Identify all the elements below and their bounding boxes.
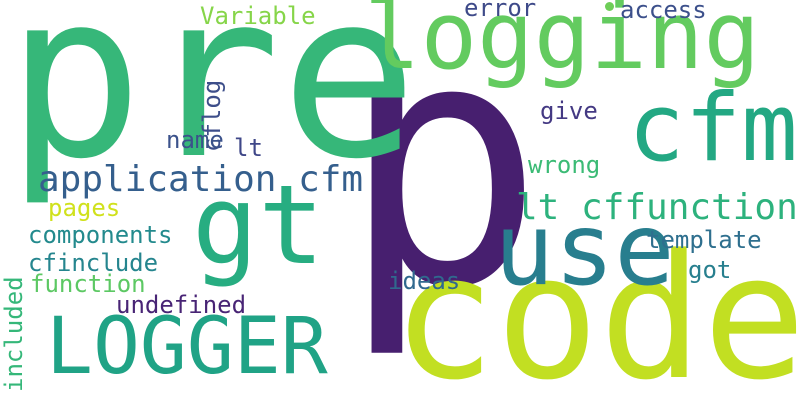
- word-function: function: [30, 270, 146, 298]
- word-logger: LOGGER: [46, 302, 328, 392]
- word-components: components: [28, 221, 173, 249]
- word-included: included: [0, 276, 28, 392]
- word-use: use: [494, 191, 675, 308]
- word-ideas: ideas: [388, 267, 461, 295]
- word-undefined: undefined: [116, 291, 247, 319]
- word-lt: lt: [234, 134, 263, 162]
- word-cfinclude: cfinclude: [28, 249, 159, 277]
- word-pages: pages: [48, 194, 121, 222]
- word-lt-cffunction: lt cffunction: [516, 187, 798, 228]
- word-name: name: [166, 126, 224, 154]
- word-variable: Variable: [200, 2, 316, 30]
- word-error: error: [464, 0, 537, 22]
- word-wrong: wrong: [528, 151, 601, 179]
- word-got: got: [688, 256, 732, 284]
- word-gt: gt: [192, 161, 325, 289]
- word-logging: logging: [364, 0, 761, 91]
- word-access: access: [620, 0, 707, 24]
- word-code: code: [392, 217, 800, 400]
- word-application-cfm: application cfm: [38, 159, 364, 200]
- word-cfm: cfm: [628, 74, 798, 183]
- word-template: template: [646, 226, 762, 254]
- word-give: give: [540, 97, 598, 125]
- dot-mark: [605, 2, 614, 11]
- word-p: p: [340, 0, 545, 363]
- word-pre: pre: [6, 0, 418, 209]
